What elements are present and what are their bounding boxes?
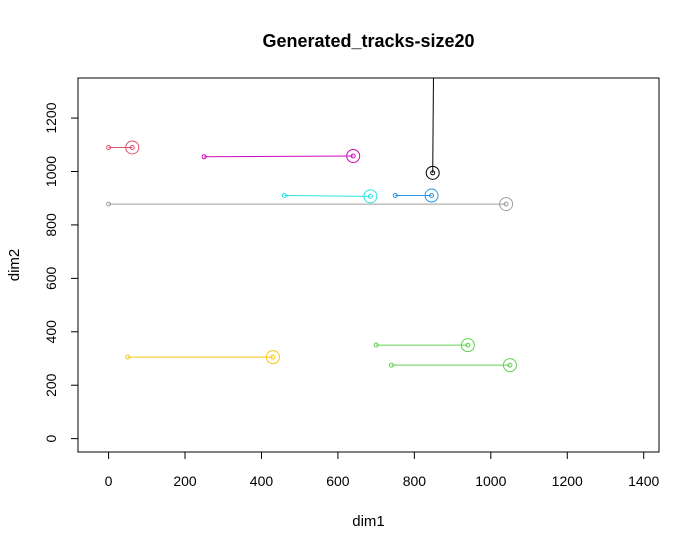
track-point xyxy=(429,193,435,199)
track-series xyxy=(125,350,280,365)
track-point xyxy=(388,362,394,368)
x-tick-label: 800 xyxy=(403,473,427,489)
x-tick-label: 200 xyxy=(173,473,197,489)
x-tick-label: 1200 xyxy=(552,473,583,489)
series-layer xyxy=(106,73,517,373)
track-point xyxy=(125,354,131,360)
track-line xyxy=(204,155,354,158)
plot-frame xyxy=(77,77,660,453)
x-tick-label: 1400 xyxy=(628,473,659,489)
y-tick-label: 600 xyxy=(43,266,59,290)
track-point xyxy=(430,170,436,176)
track-end-marker xyxy=(499,197,514,212)
track-line xyxy=(284,195,371,197)
track-end-marker xyxy=(460,338,475,353)
track-point xyxy=(106,201,112,207)
track-end-marker xyxy=(424,188,439,203)
track-series xyxy=(201,149,361,164)
track-series xyxy=(281,189,378,204)
track-point xyxy=(373,342,379,348)
y-axis: 0 200 400 600 800 1000 1200 xyxy=(43,102,79,443)
y-tick-label: 200 xyxy=(43,373,59,397)
track-point xyxy=(281,193,287,199)
track-point xyxy=(106,144,112,150)
track-point xyxy=(465,342,471,348)
track-point xyxy=(507,362,513,368)
y-tick-label: 0 xyxy=(43,435,59,443)
track-end-marker xyxy=(363,189,378,204)
track-point xyxy=(350,153,356,159)
track-end-marker xyxy=(265,350,280,365)
x-tick-label: 400 xyxy=(250,473,274,489)
x-axis-label: dim1 xyxy=(352,513,385,530)
track-point xyxy=(129,144,135,150)
track-point xyxy=(503,201,509,207)
track-point xyxy=(367,193,373,199)
track-point xyxy=(392,193,398,199)
track-end-marker xyxy=(425,165,440,180)
chart-title: Generated_tracks-size20 xyxy=(262,31,474,51)
y-tick-label: 800 xyxy=(43,213,59,237)
y-tick-label: 1200 xyxy=(43,102,59,133)
x-axis: 0 200 400 600 800 1000 1200 1400 xyxy=(105,451,659,489)
track-series xyxy=(392,188,439,203)
track-end-marker xyxy=(125,140,140,155)
track-end-marker xyxy=(502,358,517,373)
y-tick-label: 400 xyxy=(43,320,59,344)
track-series xyxy=(106,140,140,155)
track-series xyxy=(373,338,475,353)
y-tick-label: 1000 xyxy=(43,156,59,187)
track-series xyxy=(388,358,517,373)
x-tick-label: 600 xyxy=(326,473,350,489)
x-tick-label: 0 xyxy=(105,473,113,489)
track-line xyxy=(432,78,434,173)
x-tick-label: 1000 xyxy=(475,473,506,489)
track-series xyxy=(425,73,440,180)
track-point xyxy=(270,354,276,360)
track-end-marker xyxy=(346,149,361,164)
track-point xyxy=(201,154,207,160)
track-series xyxy=(106,197,514,212)
track-point xyxy=(431,73,435,77)
y-axis-label: dim2 xyxy=(6,249,23,282)
